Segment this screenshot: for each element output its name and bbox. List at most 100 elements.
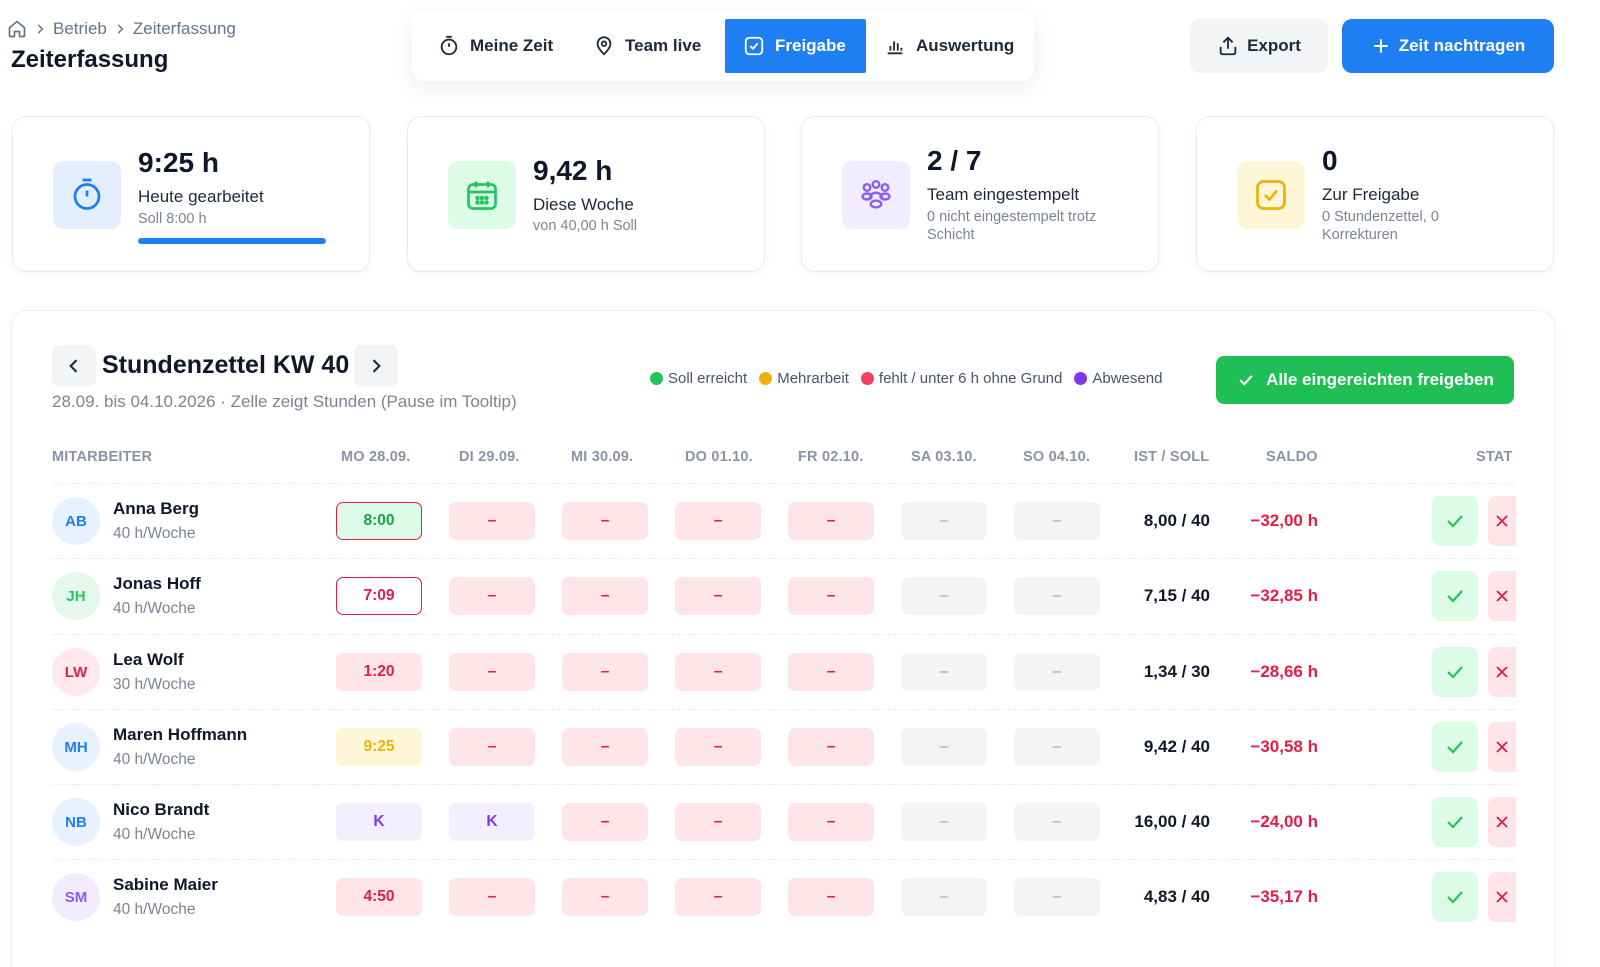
day-cell[interactable]: – — [562, 878, 648, 916]
day-cell[interactable]: 7:09 — [336, 577, 422, 615]
stat-subtext: 0 nicht eingestempelt trotz Schicht — [927, 209, 1097, 243]
tab-meine-zeit[interactable]: Meine Zeit — [420, 19, 575, 73]
stat-value: 9,42 h — [533, 155, 613, 186]
day-cell[interactable]: – — [1014, 502, 1100, 540]
check-icon — [1443, 584, 1467, 608]
day-cell[interactable]: – — [449, 728, 535, 766]
table-row[interactable]: AB Anna Berg 40 h/Woche 8:00– – – – – –8,00 / 40… — [52, 483, 1516, 558]
day-cell[interactable]: – — [901, 653, 987, 691]
day-cell[interactable]: – — [788, 728, 874, 766]
day-cell[interactable]: – — [449, 653, 535, 691]
legend-item: Abwesend — [1074, 370, 1162, 387]
day-cell[interactable]: – — [901, 502, 987, 540]
day-cell[interactable]: – — [901, 577, 987, 615]
table-row[interactable]: NB Nico Brandt 40 h/Woche K K – – – – –16,00 / 40… — [52, 784, 1516, 859]
day-cell[interactable]: – — [788, 803, 874, 841]
day-cell[interactable]: – — [1014, 577, 1100, 615]
breadcrumb-item-betrieb[interactable]: Betrieb — [53, 19, 107, 38]
tab-freigabe[interactable]: Freigabe — [725, 19, 866, 73]
day-cell[interactable]: – — [901, 878, 987, 916]
day-cell[interactable]: – — [562, 653, 648, 691]
day-cell[interactable]: 1:20 — [336, 653, 422, 691]
check-icon — [1443, 735, 1467, 759]
chevron-left-icon — [64, 356, 84, 376]
approve-row-button[interactable] — [1432, 872, 1478, 922]
day-cell[interactable]: – — [901, 728, 987, 766]
legend-label: Soll erreicht — [668, 370, 748, 387]
day-cell[interactable]: – — [1014, 878, 1100, 916]
employee-name[interactable]: Sabine Maier — [113, 875, 218, 894]
reject-row-button[interactable] — [1488, 647, 1516, 697]
day-cell[interactable]: – — [675, 728, 761, 766]
approve-all-button[interactable]: Alle eingereichten freigeben — [1216, 356, 1514, 404]
saldo-value: −24,00 h — [1250, 812, 1318, 831]
export-button[interactable]: Export — [1190, 19, 1328, 73]
day-cell[interactable]: – — [562, 502, 648, 540]
approve-row-button[interactable] — [1432, 571, 1478, 621]
day-cell[interactable]: – — [449, 502, 535, 540]
reject-row-button[interactable] — [1488, 872, 1516, 922]
calendar-icon — [448, 161, 516, 229]
day-cell[interactable]: 4:50 — [336, 878, 422, 916]
day-cell[interactable]: – — [675, 878, 761, 916]
approve-row-button[interactable] — [1432, 496, 1478, 546]
breadcrumb: Betrieb Zeiterfassung — [7, 19, 236, 39]
day-cell[interactable]: – — [562, 728, 648, 766]
day-cell[interactable]: – — [675, 653, 761, 691]
next-week-button[interactable] — [354, 345, 398, 387]
timesheet-title: Stundenzettel KW 40 — [102, 351, 350, 379]
stat-card-approval: 0 Zur Freigabe 0 Stundenzettel, 0 Korrek… — [1196, 116, 1554, 272]
day-cell[interactable]: – — [901, 803, 987, 841]
reject-row-button[interactable] — [1488, 496, 1516, 546]
home-icon[interactable] — [7, 19, 27, 39]
employee-weekly-hours: 40 h/Woche — [113, 525, 196, 542]
day-cell[interactable]: K — [336, 803, 422, 841]
reject-row-button[interactable] — [1488, 797, 1516, 847]
day-cell[interactable]: – — [788, 577, 874, 615]
day-cell[interactable]: – — [1014, 803, 1100, 841]
day-cell[interactable]: – — [562, 803, 648, 841]
day-cell[interactable]: – — [562, 577, 648, 615]
day-cell[interactable]: – — [788, 502, 874, 540]
employee-name[interactable]: Anna Berg — [113, 499, 199, 518]
day-cell[interactable]: – — [1014, 653, 1100, 691]
tab-auswertung[interactable]: Auswertung — [866, 19, 1026, 73]
table-row[interactable]: MH Maren Hoffmann 40 h/Woche 9:25– – – – – –9,42… — [52, 709, 1516, 784]
table-row[interactable]: JH Jonas Hoff 40 h/Woche 7:09– – – – – –7,15 / 4… — [52, 558, 1516, 633]
employee-name[interactable]: Lea Wolf — [113, 650, 184, 669]
day-cell[interactable]: – — [675, 577, 761, 615]
day-cell[interactable]: – — [449, 577, 535, 615]
day-cell[interactable]: – — [1014, 728, 1100, 766]
ist-soll-value: 9,42 / 40 — [1143, 737, 1210, 756]
day-cell[interactable]: – — [449, 878, 535, 916]
table-row[interactable]: LW Lea Wolf 30 h/Woche 1:20– – – – – –1,34 / 30−… — [52, 634, 1516, 709]
legend-label: Abwesend — [1092, 370, 1163, 387]
avatar: AB — [52, 497, 100, 545]
day-cell[interactable]: K — [449, 803, 535, 841]
reject-row-button[interactable] — [1488, 571, 1516, 621]
saldo-value: −32,00 h — [1250, 511, 1318, 530]
day-cell[interactable]: – — [675, 803, 761, 841]
table-row[interactable]: SM Sabine Maier 40 h/Woche 4:50– – – – – –4,83 /… — [52, 859, 1516, 934]
legend-dot — [1074, 372, 1088, 385]
day-cell[interactable]: 9:25 — [336, 728, 422, 766]
approve-row-button[interactable] — [1432, 722, 1478, 772]
employee-name[interactable]: Maren Hoffmann — [113, 725, 248, 744]
approve-row-button[interactable] — [1432, 797, 1478, 847]
day-cell[interactable]: – — [788, 653, 874, 691]
prev-week-button[interactable] — [52, 345, 96, 387]
tab-team-live[interactable]: Team live — [575, 19, 725, 73]
reject-row-button[interactable] — [1488, 722, 1516, 772]
employee-weekly-hours: 40 h/Woche — [113, 826, 196, 843]
employee-name[interactable]: Nico Brandt — [113, 800, 210, 819]
approve-row-button[interactable] — [1432, 647, 1478, 697]
stat-value: 9:25 h — [138, 147, 219, 178]
day-cell[interactable]: – — [675, 502, 761, 540]
day-cell[interactable]: 8:00 — [336, 502, 422, 540]
day-cell[interactable]: – — [788, 878, 874, 916]
add-time-button[interactable]: Zeit nachtragen — [1342, 19, 1554, 73]
approve-all-label: Alle eingereichten freigeben — [1266, 370, 1494, 389]
close-icon — [1492, 737, 1512, 757]
employee-name[interactable]: Jonas Hoff — [113, 574, 201, 593]
column-header-fri: FR 02.10. — [798, 449, 864, 465]
